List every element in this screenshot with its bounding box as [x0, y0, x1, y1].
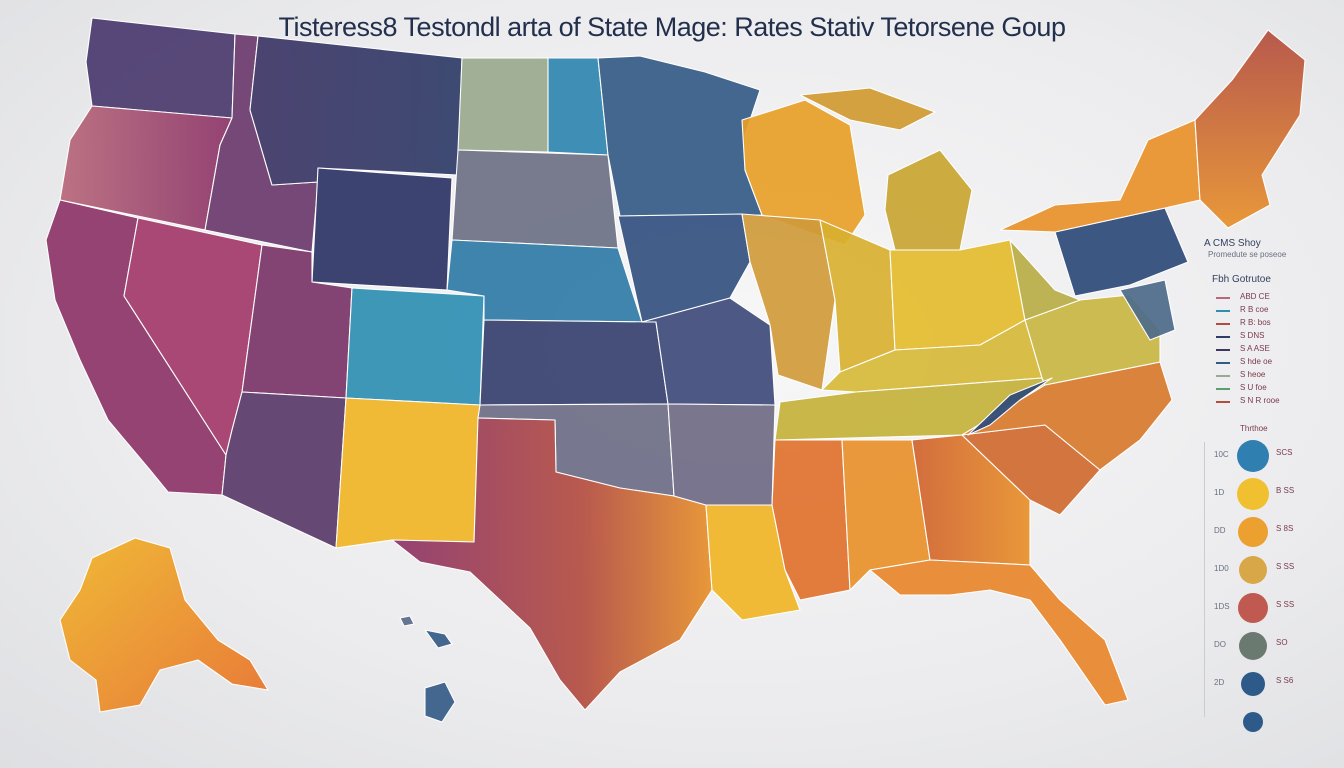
legend-circle-right-label: S SS: [1276, 600, 1295, 609]
state-hawaii-maui: [424, 629, 453, 649]
legend-label: S A ASE: [1240, 344, 1270, 353]
state-georgia: [911, 434, 1031, 566]
legend-circle: [1241, 672, 1265, 696]
state-michigan: [884, 149, 973, 251]
state-michigan-upper: [799, 87, 936, 131]
legend-circle-left-label: 2D: [1214, 678, 1225, 687]
legend-swatch: [1216, 323, 1230, 325]
legend-label: R B coe: [1240, 305, 1269, 314]
legend-circle-right-label: SO: [1276, 638, 1288, 647]
state-hawaii-big-island: [424, 681, 456, 723]
legend-circle-right-label: S 8S: [1276, 524, 1294, 533]
legend-circle-header: Thrthoe: [1240, 424, 1268, 433]
legend-swatch: [1216, 310, 1230, 312]
legend-circle-right-label: S S6: [1276, 676, 1294, 685]
legend-label: S N R rooe: [1240, 396, 1280, 405]
legend-circle: [1239, 632, 1267, 660]
legend-swatch: [1216, 297, 1230, 299]
state-southeast-overlay: [967, 377, 1053, 436]
legend-subtitle-2: Fbh Gotrutoe: [1212, 274, 1271, 285]
state-maryland: [1119, 279, 1176, 341]
legend-circle-right-label: B SS: [1276, 486, 1295, 495]
legend-swatch: [1216, 375, 1230, 377]
legend-entry: S U foe: [1216, 383, 1316, 395]
legend-circle-right-label: S SS: [1276, 562, 1295, 571]
legend-swatch: [1216, 401, 1230, 403]
legend-label: S hde oe: [1240, 357, 1273, 366]
state-west-virginia: [1009, 239, 1081, 321]
legend-entry: R B: bos: [1216, 318, 1316, 330]
legend-label: S DNS: [1240, 331, 1265, 340]
legend-label: ABD CE: [1240, 292, 1270, 301]
legend-circle-left-label: DO: [1214, 640, 1226, 649]
legend-entry: S A ASE: [1216, 344, 1316, 356]
state-new-mexico: [335, 397, 481, 549]
legend-circle: [1237, 478, 1269, 510]
map-legend: A CMS Shoy Promedute se poseoe Fbh Gotru…: [1196, 232, 1316, 732]
state-wyoming: [311, 167, 453, 291]
legend-circle-right-label: SCS: [1276, 448, 1293, 457]
legend-circle: [1238, 517, 1268, 547]
legend-swatch: [1216, 349, 1230, 351]
legend-swatch: [1216, 336, 1230, 338]
state-kansas: [479, 319, 669, 406]
state-colorado: [345, 287, 485, 406]
legend-circle-left-label: DD: [1214, 526, 1226, 535]
state-new-england: [1194, 29, 1306, 229]
legend-entry: ABD CE: [1216, 292, 1316, 304]
state-texas: [391, 417, 713, 711]
state-south-dakota: [451, 149, 619, 249]
legend-subtitle: Promedute se poseoe: [1208, 250, 1287, 259]
legend-label: R B: bos: [1240, 318, 1271, 327]
legend-swatch: [1216, 362, 1230, 364]
legend-circle-left-label: 1DS: [1214, 602, 1230, 611]
state-iowa: [617, 213, 751, 323]
legend-label: S U foe: [1240, 383, 1267, 392]
legend-entry: S DNS: [1216, 331, 1316, 343]
legend-entry: R B coe: [1216, 305, 1316, 317]
state-north-carolina: [961, 361, 1173, 471]
legend-circle: [1243, 712, 1263, 732]
legend-circle: [1239, 556, 1267, 584]
legend-circle-left-label: 1D: [1214, 488, 1225, 497]
legend-divider: [1204, 442, 1205, 717]
state-florida: [869, 559, 1129, 706]
state-north-dakota: [457, 57, 549, 153]
legend-entry: S heoe: [1216, 370, 1316, 382]
legend-circle: [1237, 440, 1269, 472]
legend-label: S heoe: [1240, 370, 1266, 379]
state-alaska: [59, 537, 269, 713]
state-wisconsin: [741, 99, 866, 246]
state-virginia: [1024, 294, 1161, 386]
legend-circle: [1238, 593, 1268, 623]
state-arkansas: [667, 403, 776, 506]
legend-entry: S N R rooe: [1216, 396, 1316, 408]
state-washington: [85, 17, 236, 119]
legend-entry: S hde oe: [1216, 357, 1316, 369]
state-new-york: [999, 119, 1201, 233]
legend-circle-left-label: 10C: [1214, 450, 1229, 459]
state-hawaii-oahu: [399, 615, 415, 627]
legend-title: A CMS Shoy: [1204, 238, 1261, 249]
map-title: Tisteress8 Testondl arta of State Mage: …: [278, 12, 1066, 42]
state-minnesota: [597, 55, 763, 217]
state-montana: [249, 35, 463, 186]
legend-circle-left-label: 1D0: [1214, 564, 1229, 573]
legend-swatch: [1216, 388, 1230, 390]
state-arizona: [221, 391, 347, 549]
